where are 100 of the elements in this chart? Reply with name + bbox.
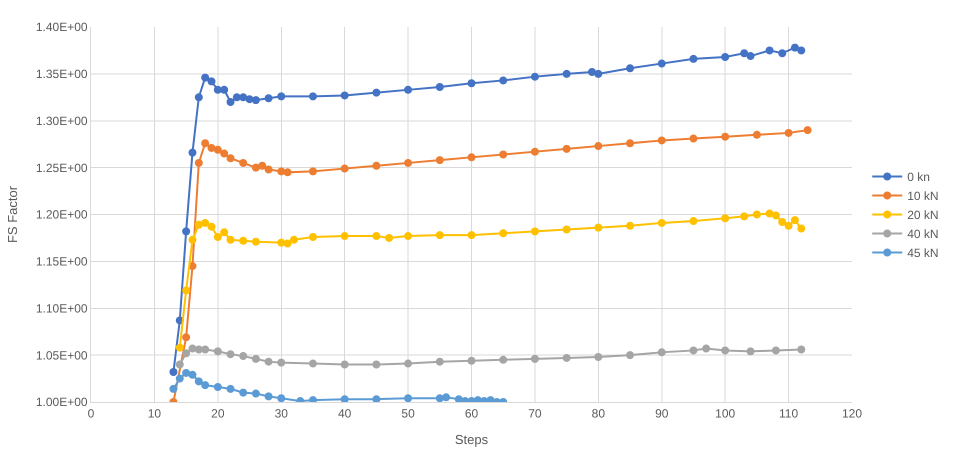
point xyxy=(626,139,634,148)
point xyxy=(499,76,508,84)
point xyxy=(239,236,248,245)
point xyxy=(784,128,793,137)
x-tick-label: 80 xyxy=(592,406,606,420)
point xyxy=(468,153,476,162)
point xyxy=(468,231,476,240)
point xyxy=(436,231,444,240)
x-tick-label: 30 xyxy=(274,406,288,420)
point xyxy=(436,83,444,91)
point xyxy=(201,346,210,354)
y-tick-label: 1.05E+00 xyxy=(36,348,88,362)
y-tick-label: 1.20E+00 xyxy=(36,208,88,222)
point xyxy=(207,77,216,86)
point xyxy=(797,224,806,233)
point xyxy=(746,347,755,356)
point xyxy=(308,233,317,241)
y-tick-label: 1.25E+00 xyxy=(36,160,88,175)
point xyxy=(201,139,210,148)
point xyxy=(468,356,476,365)
point xyxy=(721,346,730,354)
point xyxy=(226,236,235,244)
y-axis-title: FS Factor xyxy=(4,185,20,244)
point xyxy=(194,377,203,386)
point xyxy=(214,233,222,241)
point xyxy=(404,232,412,240)
point xyxy=(658,60,666,68)
point xyxy=(226,98,235,106)
x-tick-label: 20 xyxy=(211,406,225,420)
point xyxy=(658,348,666,356)
x-tick-label: 40 xyxy=(338,406,352,420)
point xyxy=(778,218,786,226)
point xyxy=(562,70,571,78)
point xyxy=(340,164,349,173)
point xyxy=(188,370,196,379)
point xyxy=(404,394,412,402)
point xyxy=(252,96,260,104)
y-tick-label: 1.40E+00 xyxy=(36,20,88,34)
point xyxy=(239,352,248,360)
point xyxy=(220,228,228,236)
point xyxy=(626,351,634,360)
point xyxy=(201,381,210,390)
point xyxy=(372,88,380,97)
x-tick-label: 10 xyxy=(148,406,162,420)
point xyxy=(562,144,571,153)
point xyxy=(182,286,190,294)
x-tick-label: 110 xyxy=(779,406,798,420)
point xyxy=(188,236,196,244)
point xyxy=(308,360,317,368)
point xyxy=(220,86,228,94)
point xyxy=(442,393,450,402)
point xyxy=(797,46,806,54)
point xyxy=(284,240,292,248)
point xyxy=(746,52,755,60)
point xyxy=(169,384,178,393)
point xyxy=(194,93,203,102)
point xyxy=(239,388,248,397)
point xyxy=(252,164,260,172)
point xyxy=(252,354,260,363)
point xyxy=(594,70,602,78)
point xyxy=(436,156,444,164)
point xyxy=(689,217,698,226)
point xyxy=(182,333,190,342)
point xyxy=(214,347,222,356)
point xyxy=(284,168,292,176)
point xyxy=(766,46,774,54)
point xyxy=(468,79,476,88)
point xyxy=(404,360,412,368)
point xyxy=(308,167,317,176)
point xyxy=(740,212,748,220)
point xyxy=(772,346,780,354)
point xyxy=(252,238,260,246)
x-axis-title: Steps xyxy=(454,432,489,447)
point xyxy=(766,210,774,218)
point xyxy=(277,394,286,402)
point xyxy=(772,211,780,220)
point xyxy=(752,210,761,218)
point xyxy=(239,158,248,167)
point xyxy=(340,91,349,100)
point xyxy=(404,86,412,94)
point xyxy=(182,349,190,358)
point xyxy=(658,218,666,227)
point xyxy=(702,344,710,353)
point xyxy=(340,395,349,402)
point xyxy=(784,222,793,230)
point xyxy=(562,226,571,234)
y-tick-label: 1.15E+00 xyxy=(36,254,88,269)
point xyxy=(530,72,539,81)
point xyxy=(207,144,216,152)
point xyxy=(689,346,698,354)
point xyxy=(562,354,571,362)
legend-label: 20 kN xyxy=(907,208,939,222)
point xyxy=(778,49,786,58)
point xyxy=(214,383,222,391)
point xyxy=(594,353,602,361)
point xyxy=(176,344,184,352)
point xyxy=(290,236,298,244)
y-tick-label: 1.10E+00 xyxy=(36,301,88,316)
point xyxy=(790,44,799,52)
point xyxy=(499,229,508,238)
